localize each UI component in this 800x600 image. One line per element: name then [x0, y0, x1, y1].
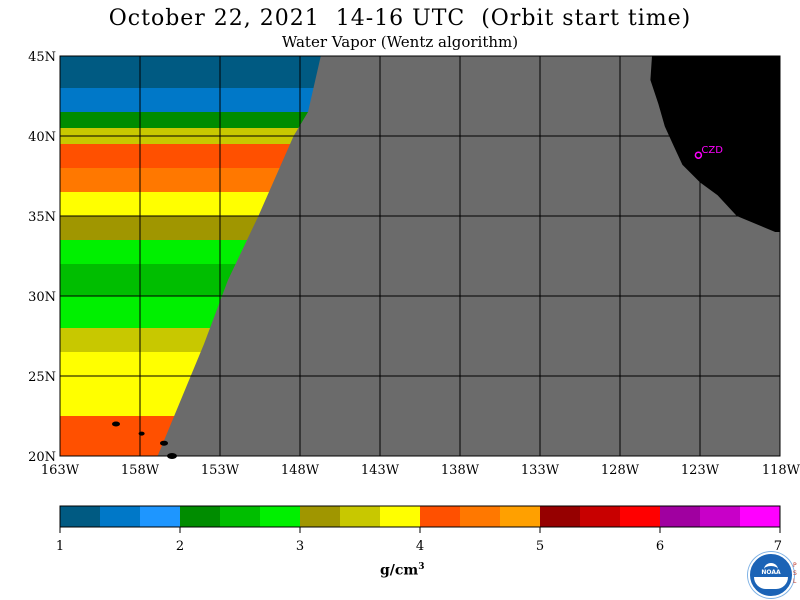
lon-tick-label: 153W — [201, 463, 240, 478]
colorbar-swatch — [100, 506, 140, 527]
lat-tick-label: 40N — [28, 130, 56, 145]
colorbar-swatch — [380, 506, 420, 527]
colorbar-swatch — [300, 506, 340, 527]
island-icon — [160, 440, 168, 446]
units-exponent: 3 — [418, 562, 425, 572]
lat-tick-label: 30N — [28, 290, 56, 305]
lon-tick-label: 143W — [361, 463, 400, 478]
colorbar-swatch — [420, 506, 460, 527]
lat-tick-label: 45N — [28, 50, 56, 65]
lon-tick-label: 128W — [601, 463, 640, 478]
station-marker-icon — [694, 151, 703, 159]
vapor-band — [60, 56, 321, 88]
colorbar-swatch — [140, 506, 180, 527]
colorbar-swatch — [500, 506, 540, 527]
lon-tick-label: 163W — [41, 463, 80, 478]
island-icon — [112, 421, 120, 427]
units-base: g/cm — [380, 562, 419, 579]
vapor-band — [60, 88, 321, 112]
lon-tick-label: 133W — [521, 463, 560, 478]
page-title: October 22, 2021 14-16 UTC (Orbit start … — [108, 6, 692, 31]
colorbar-label: 1 — [56, 539, 64, 554]
colorbar-swatch — [660, 506, 700, 527]
colorbar-swatch — [220, 506, 260, 527]
page-subtitle: Water Vapor (Wentz algorithm) — [281, 33, 519, 51]
land-mass — [650, 56, 780, 232]
colorbar-swatch — [580, 506, 620, 527]
colorbar-label: 3 — [296, 539, 304, 554]
colorbar-label: 6 — [656, 539, 664, 554]
colorbar-swatch — [340, 506, 380, 527]
colorbar-swatch — [180, 506, 220, 527]
lon-tick-label: 148W — [281, 463, 320, 478]
colorbar-swatch — [620, 506, 660, 527]
vapor-band — [60, 112, 321, 128]
colorbar-label: 5 — [536, 539, 544, 554]
lon-tick-label: 118W — [762, 463, 800, 478]
lon-tick-label: 123W — [681, 463, 720, 478]
colorbar-label: 4 — [416, 539, 424, 554]
map-frame — [59, 55, 781, 457]
colorbar-swatch — [740, 506, 780, 527]
lon-tick-label: 138W — [441, 463, 480, 478]
colorbar-swatch — [260, 506, 300, 527]
colorbar-swatch — [460, 506, 500, 527]
colorbar-swatch — [60, 506, 100, 527]
colorbar-label: 2 — [176, 539, 184, 554]
lat-tick-label: 20N — [28, 450, 56, 465]
lat-tick-label: 25N — [28, 370, 56, 385]
colorbar-label: 7 — [774, 539, 782, 554]
colorbar-swatch — [540, 506, 580, 527]
lon-tick-label: 158W — [121, 463, 160, 478]
colorbar-swatch — [700, 506, 740, 527]
vapor-band — [60, 144, 321, 168]
lat-tick-label: 35N — [28, 210, 56, 225]
units-label: g/cm3 — [380, 562, 425, 579]
station-label: CZD — [701, 145, 723, 156]
noaa-logo-icon: NOAA — [748, 552, 794, 598]
